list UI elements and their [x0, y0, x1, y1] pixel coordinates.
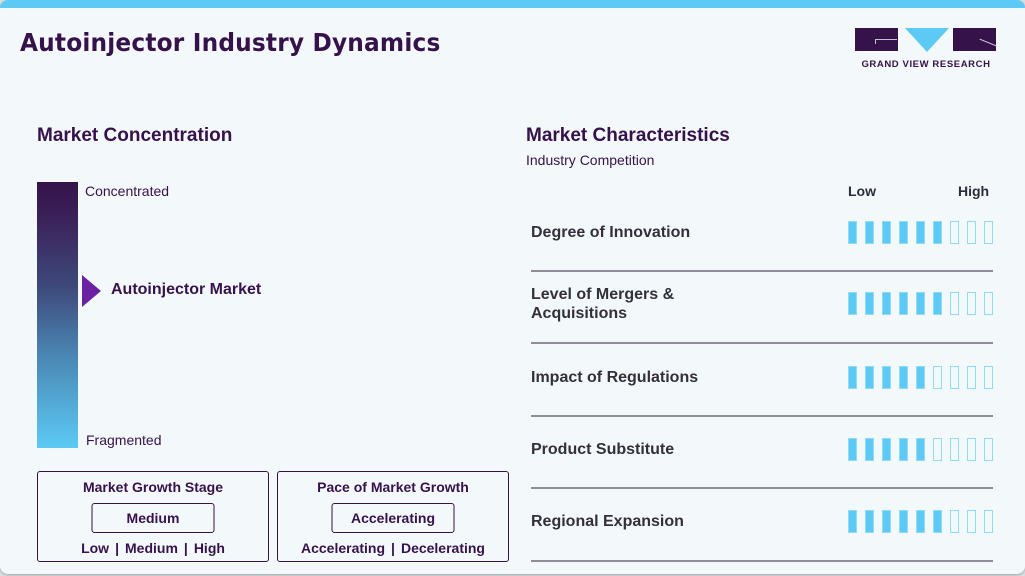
growth-stage-value: Medium	[91, 503, 215, 533]
rating-bar-filled-icon	[882, 366, 891, 389]
characteristic-label: Impact of Regulations	[531, 369, 699, 386]
rating-bar-empty-icon	[933, 366, 942, 389]
market-pointer-arrow-icon	[82, 275, 101, 307]
rating-bar-filled-icon	[865, 510, 874, 533]
characteristic-label: Regional Expansion	[531, 513, 684, 530]
rating-bar-empty-icon	[950, 292, 959, 315]
rating-bar-empty-icon	[967, 510, 976, 533]
rating-bar-filled-icon	[899, 366, 908, 389]
grand-view-research-logo: GRAND VIEW RESEARCH	[855, 28, 997, 73]
rating-bar-filled-icon	[848, 221, 857, 244]
rating-bar-filled-icon	[933, 292, 942, 315]
market-concentration-title: Market Concentration	[37, 125, 233, 146]
pace-of-market-growth-box: Pace of Market Growth Accelerating Accel…	[277, 471, 509, 562]
concentrated-label: Concentrated	[85, 183, 170, 199]
market-growth-stage-box: Market Growth Stage Medium Low | Medium | Hi…	[37, 471, 269, 562]
rating-bar-filled-icon	[882, 221, 891, 244]
growth-pace-value: Accelerating	[331, 503, 455, 533]
rating-bar-empty-icon	[950, 366, 959, 389]
rating-bar-filled-icon	[933, 510, 942, 533]
scale-high-label: High	[958, 183, 990, 199]
rating-bar-filled-icon	[848, 438, 857, 461]
rating-bar-empty-icon	[984, 292, 993, 315]
rating-bar-filled-icon	[933, 221, 942, 244]
rating-bars	[848, 292, 993, 315]
rating-bar-empty-icon	[950, 221, 959, 244]
characteristic-row: Degree of Innovation	[531, 211, 993, 257]
rating-bar-filled-icon	[848, 510, 857, 533]
rating-bar-filled-icon	[882, 510, 891, 533]
page-title: Autoinjector Industry Dynamics	[20, 28, 441, 57]
rating-bar-filled-icon	[865, 366, 874, 389]
rating-bars	[848, 221, 993, 244]
growth-stage-options: Low | Medium | High	[81, 540, 225, 556]
rating-bar-empty-icon	[950, 510, 959, 533]
rating-bar-empty-icon	[950, 438, 959, 461]
rating-bars	[848, 366, 993, 389]
row-divider	[531, 487, 993, 489]
rating-bar-empty-icon	[984, 510, 993, 533]
rating-bar-filled-icon	[865, 292, 874, 315]
rating-bar-filled-icon	[899, 438, 908, 461]
rating-bar-filled-icon	[882, 292, 891, 315]
rating-bar-filled-icon	[848, 366, 857, 389]
characteristic-label: Degree of Innovation	[531, 224, 691, 241]
rating-bar-empty-icon	[984, 438, 993, 461]
market-characteristics-title: Market Characteristics	[526, 125, 730, 146]
rating-bar-empty-icon	[967, 366, 976, 389]
rating-bar-empty-icon	[984, 221, 993, 244]
characteristic-row: Impact of Regulations	[531, 356, 993, 402]
logo-text: GRAND VIEW RESEARCH	[861, 59, 991, 70]
fragmented-label: Fragmented	[86, 432, 162, 448]
characteristic-row: Regional Expansion	[531, 500, 993, 546]
characteristic-row: Level of Mergers & Acquisitions	[531, 280, 993, 326]
rating-bar-filled-icon	[865, 221, 874, 244]
rating-bars	[848, 438, 993, 461]
market-pointer-label: Autoinjector Market	[111, 281, 262, 298]
rating-bar-filled-icon	[916, 366, 925, 389]
rating-bar-empty-icon	[933, 438, 942, 461]
industry-competition-subtitle: Industry Competition	[526, 152, 655, 168]
rating-bar-filled-icon	[882, 438, 891, 461]
logo-r-block-icon	[953, 28, 996, 51]
row-divider	[531, 415, 993, 417]
rating-bar-filled-icon	[899, 221, 908, 244]
rating-bar-filled-icon	[916, 292, 925, 315]
rating-bar-filled-icon	[916, 438, 925, 461]
logo-v-triangle-icon	[905, 28, 949, 52]
option-low: Low	[81, 540, 110, 556]
row-divider	[531, 342, 993, 344]
rating-bars	[848, 510, 993, 533]
growth-stage-title: Market Growth Stage	[82, 479, 224, 495]
scale-low-label: Low	[848, 183, 876, 199]
growth-pace-options: Accelerating | Decelerating	[300, 540, 485, 556]
rating-bar-empty-icon	[967, 438, 976, 461]
option-medium: Medium	[125, 540, 178, 556]
option-high: High	[193, 540, 225, 556]
rating-bar-filled-icon	[916, 221, 925, 244]
rating-bar-filled-icon	[916, 510, 925, 533]
rating-bar-empty-icon	[967, 292, 976, 315]
rating-bar-filled-icon	[865, 438, 874, 461]
rating-bar-empty-icon	[967, 221, 976, 244]
characteristic-label: Level of Mergers & Acquisitions	[531, 286, 675, 322]
growth-pace-title: Pace of Market Growth	[317, 479, 469, 495]
rating-bar-filled-icon	[899, 510, 908, 533]
concentration-gradient-bar	[37, 182, 78, 448]
characteristic-label: Product Substitute	[531, 441, 675, 458]
option-decelerating: Decelerating	[400, 540, 485, 556]
rating-bar-empty-icon	[984, 366, 993, 389]
rating-bar-filled-icon	[899, 292, 908, 315]
row-divider	[531, 270, 993, 272]
rating-bar-filled-icon	[848, 292, 857, 315]
option-accelerating: Accelerating	[300, 540, 386, 556]
row-divider	[531, 560, 993, 562]
characteristic-row: Product Substitute	[531, 428, 993, 474]
